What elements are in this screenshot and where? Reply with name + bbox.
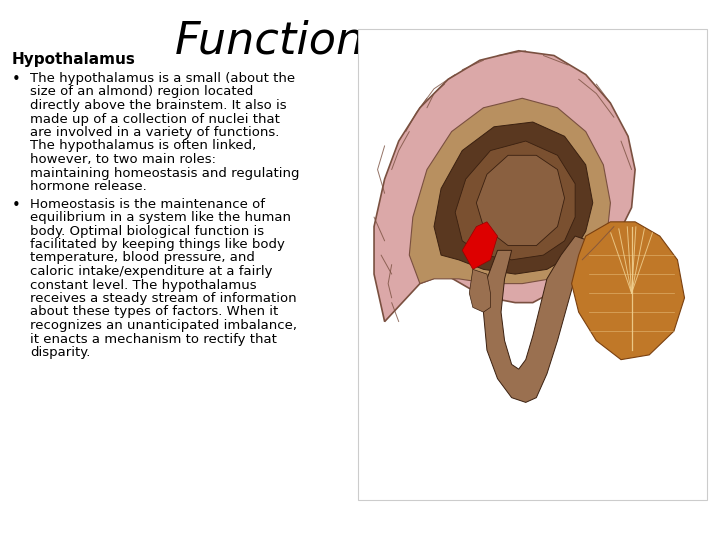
Polygon shape bbox=[434, 122, 593, 274]
Text: maintaining homeostasis and regulating: maintaining homeostasis and regulating bbox=[30, 166, 300, 179]
Text: are involved in a variety of functions.: are involved in a variety of functions. bbox=[30, 126, 279, 139]
Text: •: • bbox=[12, 198, 21, 213]
Text: recognizes an unanticipated imbalance,: recognizes an unanticipated imbalance, bbox=[30, 319, 297, 332]
Polygon shape bbox=[572, 222, 685, 360]
Text: receives a steady stream of information: receives a steady stream of information bbox=[30, 292, 297, 305]
Text: caloric intake/expenditure at a fairly: caloric intake/expenditure at a fairly bbox=[30, 265, 272, 278]
Text: hormone release.: hormone release. bbox=[30, 180, 147, 193]
Text: Homeostasis is the maintenance of: Homeostasis is the maintenance of bbox=[30, 198, 265, 211]
Text: Hypothalamus: Hypothalamus bbox=[12, 52, 136, 67]
Text: The hypothalamus is often linked,: The hypothalamus is often linked, bbox=[30, 139, 256, 152]
Text: •: • bbox=[12, 72, 21, 87]
FancyBboxPatch shape bbox=[358, 29, 708, 500]
Text: disparity.: disparity. bbox=[30, 346, 91, 359]
Text: size of an almond) region located: size of an almond) region located bbox=[30, 85, 253, 98]
Text: constant level. The hypothalamus: constant level. The hypothalamus bbox=[30, 279, 256, 292]
Text: Functions: Functions bbox=[175, 20, 388, 63]
Text: however, to two main roles:: however, to two main roles: bbox=[30, 153, 216, 166]
Polygon shape bbox=[469, 269, 490, 312]
Polygon shape bbox=[477, 156, 564, 246]
Text: temperature, blood pressure, and: temperature, blood pressure, and bbox=[30, 252, 255, 265]
Polygon shape bbox=[374, 51, 635, 322]
Text: it enacts a mechanism to rectify that: it enacts a mechanism to rectify that bbox=[30, 333, 277, 346]
Polygon shape bbox=[455, 141, 575, 260]
Text: equilibrium in a system like the human: equilibrium in a system like the human bbox=[30, 211, 291, 224]
Text: directly above the brainstem. It also is: directly above the brainstem. It also is bbox=[30, 99, 287, 112]
Text: about these types of factors. When it: about these types of factors. When it bbox=[30, 306, 278, 319]
Polygon shape bbox=[462, 222, 498, 269]
Polygon shape bbox=[409, 98, 611, 284]
Text: facilitated by keeping things like body: facilitated by keeping things like body bbox=[30, 238, 285, 251]
Text: The hypothalamus is a small (about the: The hypothalamus is a small (about the bbox=[30, 72, 295, 85]
Text: body. Optimal biological function is: body. Optimal biological function is bbox=[30, 225, 264, 238]
Text: made up of a collection of nuclei that: made up of a collection of nuclei that bbox=[30, 112, 280, 125]
Polygon shape bbox=[483, 236, 589, 402]
